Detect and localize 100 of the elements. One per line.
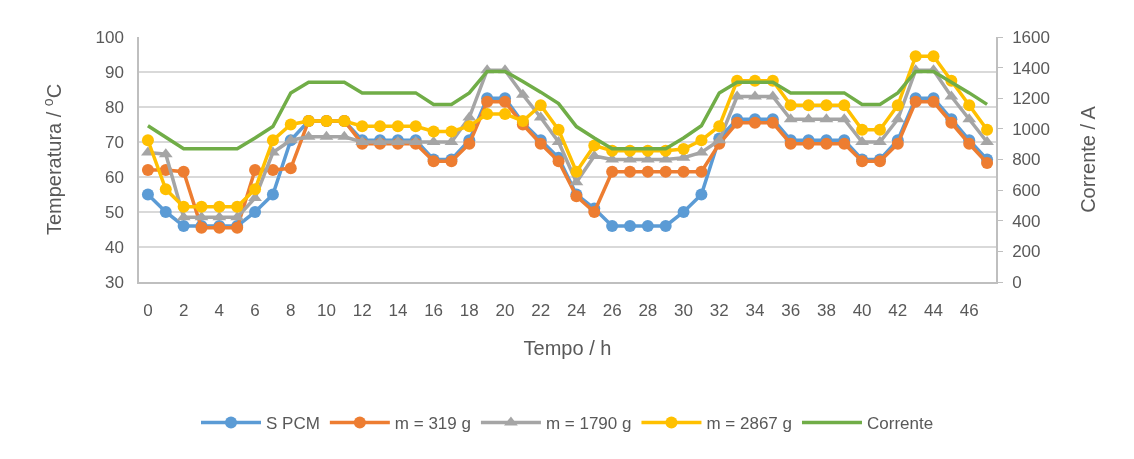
point: [641, 165, 654, 178]
point: [659, 220, 672, 232]
point: [588, 206, 601, 218]
y2-tick-label: 800: [1012, 150, 1041, 170]
point: [409, 120, 422, 133]
x-tick-label: 22: [531, 301, 551, 321]
point: [748, 90, 762, 100]
point: [177, 200, 190, 213]
point: [677, 206, 690, 218]
x-tick-label: 2: [178, 301, 189, 321]
point: [695, 134, 708, 147]
point: [963, 99, 976, 112]
point: [695, 165, 708, 178]
point: [374, 120, 387, 133]
x-tick-label: 40: [852, 301, 872, 321]
x-tick-label: 46: [959, 301, 979, 321]
point: [927, 50, 940, 63]
point: [249, 183, 262, 196]
legend-label: m = 1790 g: [545, 414, 632, 434]
y2-tick-label: 1200: [1012, 89, 1050, 109]
y-tick-label: 70: [104, 132, 124, 152]
point: [427, 125, 440, 138]
y2-tick-label: 600: [1012, 181, 1041, 201]
x-tick-label: 10: [317, 301, 336, 321]
x-tick-label: 24: [566, 301, 586, 321]
point: [284, 162, 297, 175]
point: [499, 108, 512, 120]
point: [213, 200, 226, 213]
point: [552, 123, 565, 136]
x-tick-label: 32: [709, 301, 729, 321]
point: [141, 134, 154, 147]
point: [391, 120, 404, 133]
point: [177, 220, 190, 232]
x-tick-label: 34: [745, 301, 765, 321]
point: [195, 200, 208, 213]
point: [284, 118, 297, 131]
y-tick-label: 90: [104, 62, 124, 82]
point: [141, 188, 154, 201]
point: [552, 155, 565, 168]
point: [606, 220, 619, 232]
point: [463, 120, 476, 133]
y-tick-label: 50: [104, 202, 124, 222]
point: [802, 99, 815, 112]
x-tick-label: 38: [816, 301, 836, 321]
point: [981, 123, 994, 136]
point: [624, 220, 636, 232]
point: [266, 188, 279, 201]
y-tick-label: 60: [104, 167, 124, 187]
x-tick-label: 42: [888, 301, 908, 321]
legend-label: S PCM: [266, 414, 320, 434]
y2-tick-label: 1000: [1012, 119, 1050, 139]
legend-label: Corrente: [866, 414, 934, 434]
point: [266, 164, 279, 176]
y-tick-label: 80: [104, 97, 124, 117]
point: [891, 99, 904, 112]
point: [570, 165, 583, 178]
point: [677, 143, 690, 155]
y2-tick-label: 1400: [1012, 58, 1050, 78]
point: [534, 99, 547, 112]
x-tick-label: 26: [602, 301, 622, 321]
point: [231, 200, 244, 213]
x-tick-label: 6: [250, 301, 260, 321]
point: [266, 134, 279, 147]
x-tick-label: 20: [495, 301, 515, 321]
y-tick-label: 100: [95, 27, 124, 47]
point: [141, 164, 154, 176]
point: [677, 165, 690, 178]
x-tick-label: 36: [781, 301, 801, 321]
x-axis-title: Tempo / h: [523, 337, 612, 360]
y2-tick-label: 400: [1012, 211, 1041, 231]
x-tick-label: 30: [674, 301, 694, 321]
y2-axis-title: Corrente / A: [1076, 105, 1099, 213]
y-tick-label: 30: [104, 272, 124, 292]
point: [838, 99, 851, 112]
point: [909, 50, 922, 63]
point: [249, 206, 262, 218]
x-tick-label: 14: [388, 301, 408, 321]
point: [641, 220, 654, 232]
point: [659, 165, 672, 178]
point: [713, 120, 726, 133]
y2-tick-label: 1600: [1012, 27, 1050, 47]
point: [606, 165, 619, 178]
point: [481, 108, 494, 120]
point: [784, 99, 797, 112]
y2-tick-label: 200: [1012, 242, 1041, 262]
x-tick-label: 18: [459, 301, 479, 321]
point: [159, 183, 172, 196]
point: [695, 188, 708, 201]
point: [445, 125, 458, 138]
legend-label: m = 319 g: [394, 414, 471, 434]
y-tick-label: 40: [104, 237, 124, 257]
x-tick-label: 28: [638, 301, 658, 321]
x-tick-label: 44: [924, 301, 943, 321]
point: [981, 157, 994, 169]
legend-label: m = 2867 g: [706, 414, 792, 434]
point: [873, 123, 886, 136]
point: [820, 99, 833, 112]
x-tick-label: 12: [352, 301, 372, 321]
point: [356, 120, 369, 133]
x-tick-label: 4: [214, 301, 225, 321]
